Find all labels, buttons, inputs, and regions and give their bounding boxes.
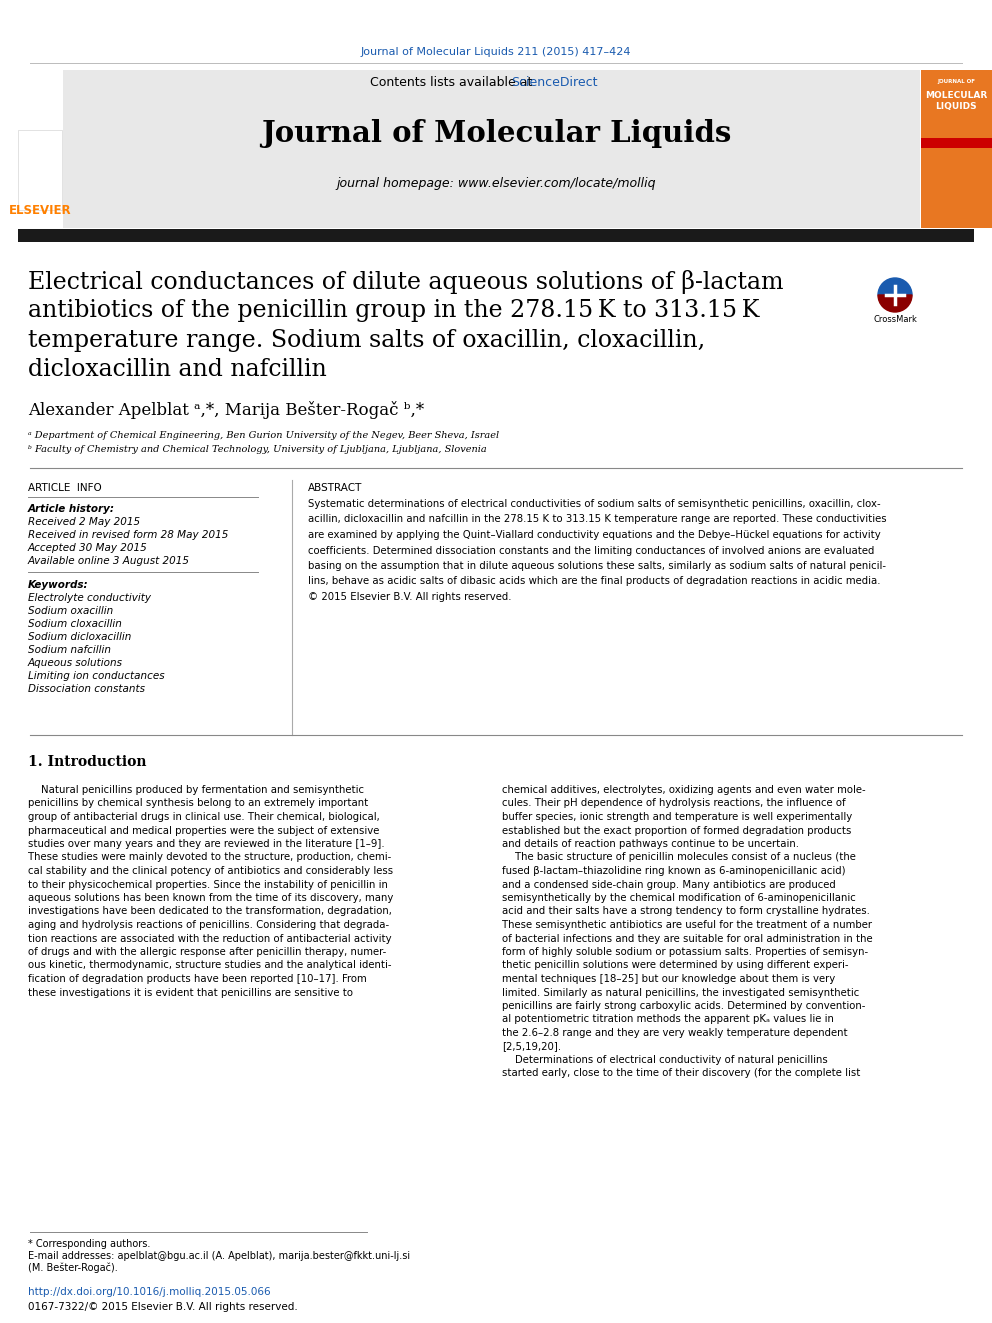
Text: Aqueous solutions: Aqueous solutions <box>28 658 123 668</box>
Text: these investigations it is evident that penicillins are sensitive to: these investigations it is evident that … <box>28 987 353 998</box>
Text: ScienceDirect: ScienceDirect <box>512 75 598 89</box>
Text: basing on the assumption that in dilute aqueous solutions these salts, similarly: basing on the assumption that in dilute … <box>308 561 886 572</box>
Text: Journal of Molecular Liquids: Journal of Molecular Liquids <box>261 119 731 147</box>
Text: Sodium nafcillin: Sodium nafcillin <box>28 646 111 655</box>
Text: These studies were mainly devoted to the structure, production, chemi-: These studies were mainly devoted to the… <box>28 852 391 863</box>
Text: of bacterial infections and they are suitable for oral administration in the: of bacterial infections and they are sui… <box>502 934 873 943</box>
Text: mental techniques [18–25] but our knowledge about them is very: mental techniques [18–25] but our knowle… <box>502 974 835 984</box>
Text: cal stability and the clinical potency of antibiotics and considerably less: cal stability and the clinical potency o… <box>28 867 393 876</box>
Text: dicloxacillin and nafcillin: dicloxacillin and nafcillin <box>28 357 326 381</box>
Text: ELSEVIER: ELSEVIER <box>9 204 71 217</box>
Text: buffer species, ionic strength and temperature is well experimentally: buffer species, ionic strength and tempe… <box>502 812 852 822</box>
Text: studies over many years and they are reviewed in the literature [1–9].: studies over many years and they are rev… <box>28 839 385 849</box>
Text: [2,5,19,20].: [2,5,19,20]. <box>502 1041 561 1052</box>
Text: Dissociation constants: Dissociation constants <box>28 684 145 695</box>
Text: ABSTRACT: ABSTRACT <box>308 483 362 493</box>
Text: Contents lists available at: Contents lists available at <box>370 75 537 89</box>
Text: penicillins by chemical synthesis belong to an extremely important: penicillins by chemical synthesis belong… <box>28 799 368 808</box>
Text: and a condensed side-chain group. Many antibiotics are produced: and a condensed side-chain group. Many a… <box>502 880 835 889</box>
Text: chemical additives, electrolytes, oxidizing agents and even water mole-: chemical additives, electrolytes, oxidiz… <box>502 785 866 795</box>
Text: aqueous solutions has been known from the time of its discovery, many: aqueous solutions has been known from th… <box>28 893 394 904</box>
Text: Electrical conductances of dilute aqueous solutions of β-lactam: Electrical conductances of dilute aqueou… <box>28 270 784 294</box>
Text: Received in revised form 28 May 2015: Received in revised form 28 May 2015 <box>28 531 228 540</box>
Text: investigations have been dedicated to the transformation, degradation,: investigations have been dedicated to th… <box>28 906 392 917</box>
FancyBboxPatch shape <box>63 70 920 228</box>
Text: established but the exact proportion of formed degradation products: established but the exact proportion of … <box>502 826 851 836</box>
Text: journal homepage: www.elsevier.com/locate/molliq: journal homepage: www.elsevier.com/locat… <box>336 176 656 189</box>
Text: Accepted 30 May 2015: Accepted 30 May 2015 <box>28 542 148 553</box>
Text: aging and hydrolysis reactions of penicillins. Considering that degrada-: aging and hydrolysis reactions of penici… <box>28 919 389 930</box>
Text: ᵃ Department of Chemical Engineering, Ben Gurion University of the Negev, Beer S: ᵃ Department of Chemical Engineering, Be… <box>28 430 499 439</box>
Text: Keywords:: Keywords: <box>28 579 88 590</box>
Text: ous kinetic, thermodynamic, structure studies and the analytical identi-: ous kinetic, thermodynamic, structure st… <box>28 960 392 971</box>
Text: Received 2 May 2015: Received 2 May 2015 <box>28 517 140 527</box>
Text: ᵇ Faculty of Chemistry and Chemical Technology, University of Ljubljana, Ljublja: ᵇ Faculty of Chemistry and Chemical Tech… <box>28 445 487 454</box>
Text: Sodium oxacillin: Sodium oxacillin <box>28 606 113 617</box>
Text: Sodium dicloxacillin: Sodium dicloxacillin <box>28 632 131 642</box>
Text: to their physicochemical properties. Since the instability of penicillin in: to their physicochemical properties. Sin… <box>28 880 388 889</box>
Text: and details of reaction pathways continue to be uncertain.: and details of reaction pathways continu… <box>502 839 799 849</box>
Text: form of highly soluble sodium or potassium salts. Properties of semisyn-: form of highly soluble sodium or potassi… <box>502 947 868 957</box>
Text: JOURNAL OF: JOURNAL OF <box>937 79 975 85</box>
FancyBboxPatch shape <box>18 130 62 210</box>
Text: MOLECULAR: MOLECULAR <box>925 90 987 99</box>
Text: started early, close to the time of their discovery (for the complete list: started early, close to the time of thei… <box>502 1069 860 1078</box>
Text: coefficients. Determined dissociation constants and the limiting conductances of: coefficients. Determined dissociation co… <box>308 545 874 556</box>
Text: 1. Introduction: 1. Introduction <box>28 755 147 769</box>
Text: © 2015 Elsevier B.V. All rights reserved.: © 2015 Elsevier B.V. All rights reserved… <box>308 591 512 602</box>
Text: Alexander Apelblat ᵃ,*, Marija Bešter-Rogač ᵇ,*: Alexander Apelblat ᵃ,*, Marija Bešter-Ro… <box>28 401 425 419</box>
Text: Available online 3 August 2015: Available online 3 August 2015 <box>28 556 190 566</box>
Text: tion reactions are associated with the reduction of antibacterial activity: tion reactions are associated with the r… <box>28 934 392 943</box>
Text: lins, behave as acidic salts of dibasic acids which are the final products of de: lins, behave as acidic salts of dibasic … <box>308 577 881 586</box>
Text: pharmaceutical and medical properties were the subject of extensive: pharmaceutical and medical properties we… <box>28 826 379 836</box>
Text: The basic structure of penicillin molecules consist of a nucleus (the: The basic structure of penicillin molecu… <box>502 852 856 863</box>
Text: group of antibacterial drugs in clinical use. Their chemical, biological,: group of antibacterial drugs in clinical… <box>28 812 380 822</box>
Text: Natural penicillins produced by fermentation and semisynthetic: Natural penicillins produced by fermenta… <box>28 785 364 795</box>
Text: (M. Bešter-Rogač).: (M. Bešter-Rogač). <box>28 1262 118 1273</box>
Text: * Corresponding authors.: * Corresponding authors. <box>28 1240 151 1249</box>
Text: ARTICLE  INFO: ARTICLE INFO <box>28 483 102 493</box>
Text: These semisynthetic antibiotics are useful for the treatment of a number: These semisynthetic antibiotics are usef… <box>502 919 872 930</box>
FancyBboxPatch shape <box>921 70 992 228</box>
Text: Article history:: Article history: <box>28 504 115 515</box>
Text: 0167-7322/© 2015 Elsevier B.V. All rights reserved.: 0167-7322/© 2015 Elsevier B.V. All right… <box>28 1302 298 1312</box>
Text: fused β-lactam–thiazolidine ring known as 6-aminopenicillanic acid): fused β-lactam–thiazolidine ring known a… <box>502 867 845 876</box>
FancyBboxPatch shape <box>18 229 974 242</box>
Text: http://dx.doi.org/10.1016/j.molliq.2015.05.066: http://dx.doi.org/10.1016/j.molliq.2015.… <box>28 1287 271 1297</box>
Text: Systematic determinations of electrical conductivities of sodium salts of semisy: Systematic determinations of electrical … <box>308 499 881 509</box>
Text: al potentiometric titration methods the apparent pKₐ values lie in: al potentiometric titration methods the … <box>502 1015 834 1024</box>
Text: Journal of Molecular Liquids 211 (2015) 417–424: Journal of Molecular Liquids 211 (2015) … <box>361 48 631 57</box>
Wedge shape <box>878 278 912 295</box>
Text: Limiting ion conductances: Limiting ion conductances <box>28 671 165 681</box>
Text: Electrolyte conductivity: Electrolyte conductivity <box>28 593 151 603</box>
Wedge shape <box>878 295 912 312</box>
Text: of drugs and with the allergic response after penicillin therapy, numer-: of drugs and with the allergic response … <box>28 947 386 957</box>
Text: acid and their salts have a strong tendency to form crystalline hydrates.: acid and their salts have a strong tende… <box>502 906 870 917</box>
Text: the 2.6–2.8 range and they are very weakly temperature dependent: the 2.6–2.8 range and they are very weak… <box>502 1028 847 1039</box>
Text: semisynthetically by the chemical modification of 6-aminopenicillanic: semisynthetically by the chemical modifi… <box>502 893 856 904</box>
Text: Determinations of electrical conductivity of natural penicillins: Determinations of electrical conductivit… <box>502 1054 827 1065</box>
Text: cules. Their pH dependence of hydrolysis reactions, the influence of: cules. Their pH dependence of hydrolysis… <box>502 799 845 808</box>
Text: E-mail addresses: apelblat@bgu.ac.il (A. Apelblat), marija.bester@fkkt.uni-lj.si: E-mail addresses: apelblat@bgu.ac.il (A.… <box>28 1252 410 1261</box>
Text: are examined by applying the Quint–Viallard conductivity equations and the Debye: are examined by applying the Quint–Viall… <box>308 531 881 540</box>
Text: temperature range. Sodium salts of oxacillin, cloxacillin,: temperature range. Sodium salts of oxaci… <box>28 328 705 352</box>
Text: LIQUIDS: LIQUIDS <box>935 102 977 111</box>
Text: fication of degradation products have been reported [10–17]. From: fication of degradation products have be… <box>28 974 367 984</box>
Text: Sodium cloxacillin: Sodium cloxacillin <box>28 619 122 628</box>
Text: acillin, dicloxacillin and nafcillin in the 278.15 K to 313.15 K temperature ran: acillin, dicloxacillin and nafcillin in … <box>308 515 887 524</box>
Text: limited. Similarly as natural penicillins, the investigated semisynthetic: limited. Similarly as natural penicillin… <box>502 987 859 998</box>
Text: CrossMark: CrossMark <box>873 315 917 324</box>
Text: thetic penicillin solutions were determined by using different experi-: thetic penicillin solutions were determi… <box>502 960 848 971</box>
Text: penicillins are fairly strong carboxylic acids. Determined by convention-: penicillins are fairly strong carboxylic… <box>502 1002 865 1011</box>
FancyBboxPatch shape <box>921 138 992 148</box>
Text: antibiotics of the penicillin group in the 278.15 K to 313.15 K: antibiotics of the penicillin group in t… <box>28 299 759 323</box>
